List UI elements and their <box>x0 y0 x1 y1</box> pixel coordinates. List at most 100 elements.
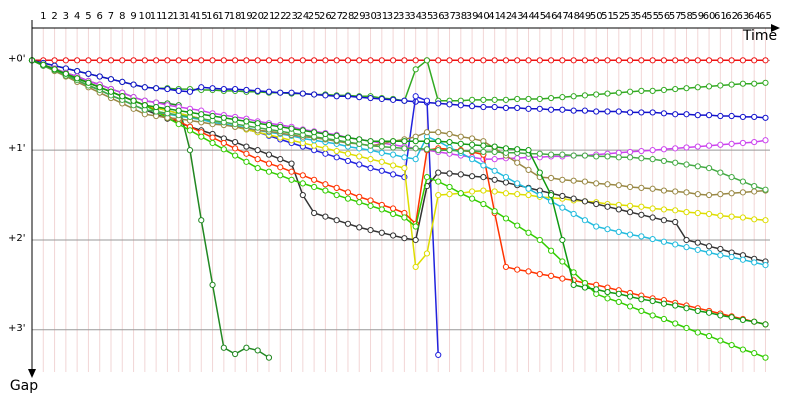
point-marker <box>288 89 295 96</box>
x-tick-label: 23 <box>285 11 298 22</box>
point-marker <box>615 290 622 297</box>
point-marker <box>570 269 577 276</box>
point-marker <box>198 57 205 64</box>
point-marker <box>232 57 239 64</box>
point-marker <box>559 57 566 64</box>
point-marker <box>751 113 758 121</box>
point-marker <box>468 57 476 64</box>
point-marker <box>356 193 363 200</box>
point-marker <box>514 57 521 64</box>
point-marker <box>739 57 747 64</box>
x-tick-label: 29 <box>353 11 366 22</box>
x-tick-label: 35 <box>421 11 434 22</box>
point-marker <box>525 105 532 112</box>
point-marker <box>412 223 419 230</box>
point-marker <box>762 186 769 193</box>
x-tick-label: 27 <box>330 11 343 22</box>
point-marker <box>412 145 419 152</box>
point-marker <box>626 293 634 300</box>
point-marker <box>412 57 419 64</box>
point-marker <box>739 214 747 221</box>
point-marker <box>660 187 668 194</box>
point-marker <box>423 146 431 153</box>
point-marker <box>198 133 205 140</box>
point-marker <box>322 181 329 188</box>
point-marker <box>446 170 453 177</box>
point-marker <box>51 66 58 73</box>
point-marker <box>480 103 487 111</box>
x-tick-label: 42 <box>500 11 513 22</box>
point-marker <box>62 70 69 77</box>
point-marker <box>626 231 634 238</box>
point-marker <box>265 160 273 167</box>
point-marker <box>717 252 724 259</box>
point-marker <box>751 182 758 190</box>
point-marker <box>435 129 442 136</box>
point-marker <box>480 200 487 208</box>
point-marker <box>672 85 679 93</box>
point-marker <box>649 109 656 116</box>
point-marker <box>412 138 419 145</box>
point-marker <box>209 57 216 64</box>
point-marker <box>570 281 577 288</box>
x-tick-label: 46 <box>545 11 558 22</box>
point-marker <box>638 147 645 155</box>
point-marker <box>344 134 352 141</box>
point-marker <box>728 190 735 197</box>
point-marker <box>502 57 510 64</box>
point-marker <box>536 169 543 176</box>
point-marker <box>762 114 769 121</box>
point-marker <box>751 80 758 87</box>
point-marker <box>401 145 408 152</box>
series-line <box>31 59 270 359</box>
point-marker <box>468 141 476 148</box>
x-tick-label: 57 <box>669 11 682 22</box>
point-marker <box>626 209 634 216</box>
point-marker <box>728 112 735 120</box>
point-marker <box>198 111 205 118</box>
point-marker <box>593 91 600 98</box>
x-tick-label: 12 <box>161 11 174 22</box>
point-marker <box>649 185 656 192</box>
point-marker <box>232 138 239 146</box>
point-marker <box>254 57 261 64</box>
point-marker <box>570 210 577 218</box>
point-marker <box>728 341 735 349</box>
point-marker <box>717 312 724 319</box>
point-marker <box>717 57 724 64</box>
point-marker <box>401 235 408 242</box>
point-marker <box>401 97 408 104</box>
point-marker <box>638 57 645 64</box>
point-marker <box>333 184 340 191</box>
x-tick-label: 36 <box>432 11 445 22</box>
point-marker <box>683 144 690 151</box>
point-marker <box>570 107 577 114</box>
point-marker <box>649 312 656 319</box>
point-marker <box>243 57 250 64</box>
x-tick-label: 16 <box>206 11 219 22</box>
point-marker <box>468 195 476 202</box>
point-marker <box>638 109 645 116</box>
point-marker <box>649 214 656 221</box>
point-marker <box>130 97 137 104</box>
point-marker <box>683 236 690 244</box>
point-marker <box>265 354 273 361</box>
point-marker <box>604 288 611 296</box>
point-marker <box>649 147 656 154</box>
point-marker <box>198 84 205 91</box>
point-marker <box>547 151 555 158</box>
point-marker <box>299 57 306 64</box>
point-marker <box>322 150 329 157</box>
point-marker <box>130 81 137 88</box>
point-marker <box>468 135 476 142</box>
point-marker <box>288 57 295 64</box>
point-marker <box>311 183 318 191</box>
point-marker <box>717 212 724 219</box>
y-tick-label: +2' <box>8 233 26 244</box>
x-tick-label: 21 <box>263 11 276 22</box>
point-marker <box>536 150 543 157</box>
point-marker <box>333 93 340 100</box>
point-marker <box>683 161 690 168</box>
point-marker <box>480 142 487 149</box>
point-marker <box>390 205 397 212</box>
